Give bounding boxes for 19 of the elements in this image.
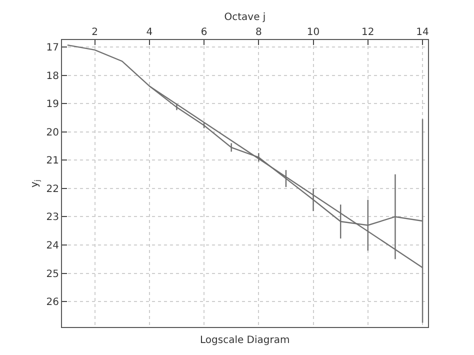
x-axis-title: Octave j (224, 12, 266, 23)
y-tick-label: 19 (46, 99, 59, 110)
y-tick-label: 20 (46, 127, 59, 138)
y-tick-label: 26 (46, 297, 59, 308)
y-tick-label: 24 (46, 240, 59, 252)
x-tick-label: 6 (200, 27, 208, 38)
x-tick-label: 2 (92, 27, 98, 38)
y-tick-label: 17 (46, 42, 59, 54)
text: Logscale Diagram (200, 335, 290, 346)
y-tick-label: 22 (46, 184, 59, 195)
y-tick-label: 21 (46, 156, 59, 167)
y-tick-label: 18 (46, 70, 59, 82)
x-tick-label: 4 (146, 27, 153, 38)
x-tick-label: 12 (362, 27, 374, 38)
x-tick-label: 14 (416, 27, 429, 38)
y-tick-label: 25 (46, 268, 59, 280)
x-tick-label: 8 (255, 27, 262, 38)
x-tick-label: 10 (306, 27, 320, 38)
y-tick-label: 23 (46, 212, 59, 224)
